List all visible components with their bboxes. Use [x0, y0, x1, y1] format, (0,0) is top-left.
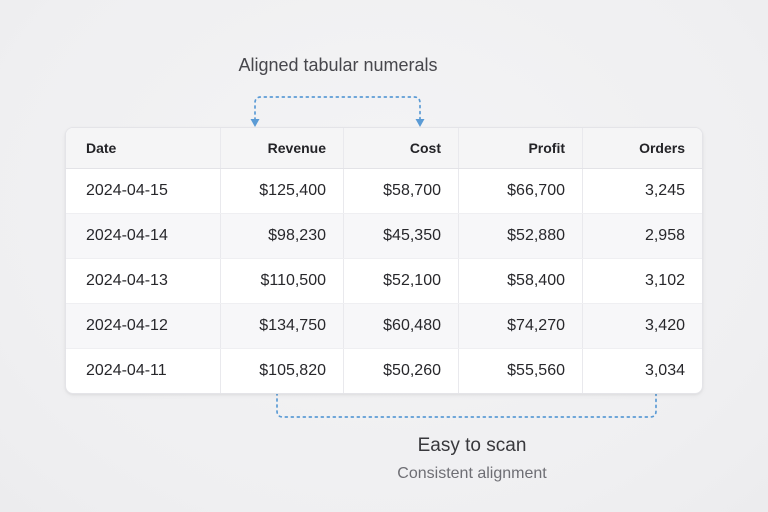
table-cell: $66,700 — [458, 169, 582, 213]
table-cell: $58,400 — [458, 259, 582, 303]
table-header-row: Date Revenue Cost Profit Orders — [66, 128, 702, 169]
table-cell: $58,700 — [343, 169, 458, 213]
column-header: Revenue — [220, 128, 343, 168]
table-cell: $60,480 — [343, 304, 458, 348]
table-cell: $125,400 — [220, 169, 343, 213]
table-cell: 2024-04-14 — [86, 227, 168, 244]
data-table: Date Revenue Cost Profit Orders 2024-04-15 $1… — [65, 127, 703, 394]
table-cell: $50,260 — [343, 349, 458, 393]
table-cell: 3,102 — [582, 259, 702, 303]
table-cell: 2024-04-11 — [86, 362, 167, 379]
table-cell: 3,245 — [582, 169, 702, 213]
bottom-caption: Easy to scan — [417, 435, 527, 456]
table-cell: 2024-04-12 — [86, 317, 168, 334]
table-row: 2024-04-12 $134,750 $60,480 $74,270 3,420 — [66, 303, 702, 348]
table-row: 2024-04-14 $98,230 $45,350 $52,880 2,958 — [66, 213, 702, 258]
bottom-subcaption: Consistent alignment — [397, 465, 547, 482]
table-cell: $110,500 — [220, 259, 343, 303]
table-row: 2024-04-15 $125,400 $58,700 $66,700 3,245 — [66, 169, 702, 213]
table-cell: $105,820 — [220, 349, 343, 393]
column-header: Profit — [458, 128, 582, 168]
column-header: Cost — [343, 128, 458, 168]
table-cell: $45,350 — [343, 214, 458, 258]
column-header: Date — [86, 140, 117, 156]
table-row: 2024-04-11 $105,820 $50,260 $55,560 3,034 — [66, 348, 702, 393]
data-table-body: 2024-04-15 $125,400 $58,700 $66,700 3,245 202… — [66, 169, 702, 393]
table-cell: $98,230 — [220, 214, 343, 258]
table-cell: $52,880 — [458, 214, 582, 258]
table-cell: 2024-04-15 — [86, 182, 168, 199]
table-cell: 2,958 — [582, 214, 702, 258]
table-cell: 2024-04-13 — [86, 272, 168, 289]
table-cell: $134,750 — [220, 304, 343, 348]
table-cell: $52,100 — [343, 259, 458, 303]
table-row: 2024-04-13 $110,500 $52,100 $58,400 3,102 — [66, 258, 702, 303]
table-cell: 3,034 — [582, 349, 702, 393]
table-cell: $55,560 — [458, 349, 582, 393]
column-header: Orders — [582, 128, 702, 168]
table-cell: 3,420 — [582, 304, 702, 348]
table-cell: $74,270 — [458, 304, 582, 348]
top-caption: Aligned tabular numerals — [238, 55, 438, 75]
